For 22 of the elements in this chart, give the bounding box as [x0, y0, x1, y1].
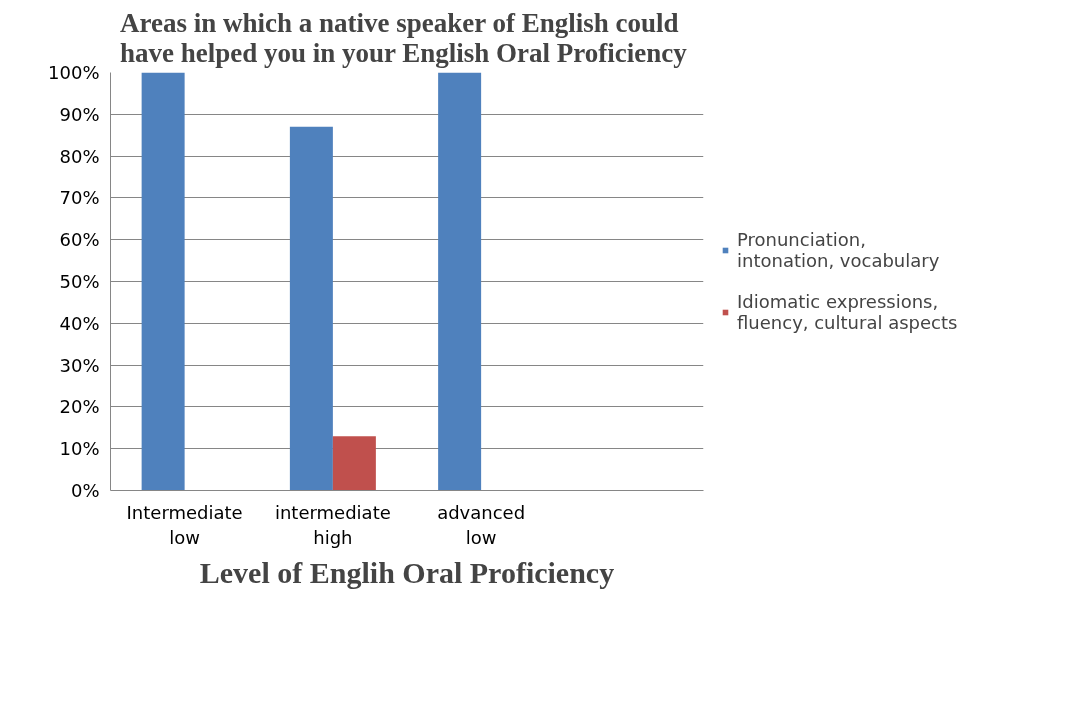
- x-tick-label: intermediate high: [274, 501, 391, 548]
- x-tick-label: Intermediate low: [126, 501, 243, 548]
- x-tick-label: advanced low: [437, 501, 526, 548]
- y-tick-label: 100%: [48, 62, 100, 83]
- y-tick-label: 0%: [70, 480, 100, 501]
- y-tick-label: 30%: [59, 354, 100, 376]
- legend-label: Pronunciation, intonation, vocabulary: [737, 229, 940, 271]
- legend-label: Idiomatic expressions, fluency, cultural aspects: [737, 291, 958, 333]
- y-tick-label: 20%: [59, 396, 100, 418]
- bar: [332, 436, 376, 491]
- y-tick-label: 80%: [59, 145, 100, 167]
- x-axis-title: Level of Englih Oral Proficiency: [199, 555, 615, 589]
- bar: [289, 126, 333, 491]
- y-tick-label: 60%: [59, 229, 100, 251]
- bar: [438, 72, 482, 491]
- y-tick-label: 40%: [59, 312, 100, 334]
- y-tick-label: 10%: [59, 438, 100, 460]
- chart-title: Areas in which a native speaker of English could have helped you in your English Oral Proficiency: [119, 7, 688, 68]
- y-tick-label: 70%: [59, 187, 100, 209]
- bar: [141, 72, 185, 491]
- y-tick-label: 90%: [59, 103, 100, 125]
- y-tick-label: 50%: [59, 271, 100, 292]
